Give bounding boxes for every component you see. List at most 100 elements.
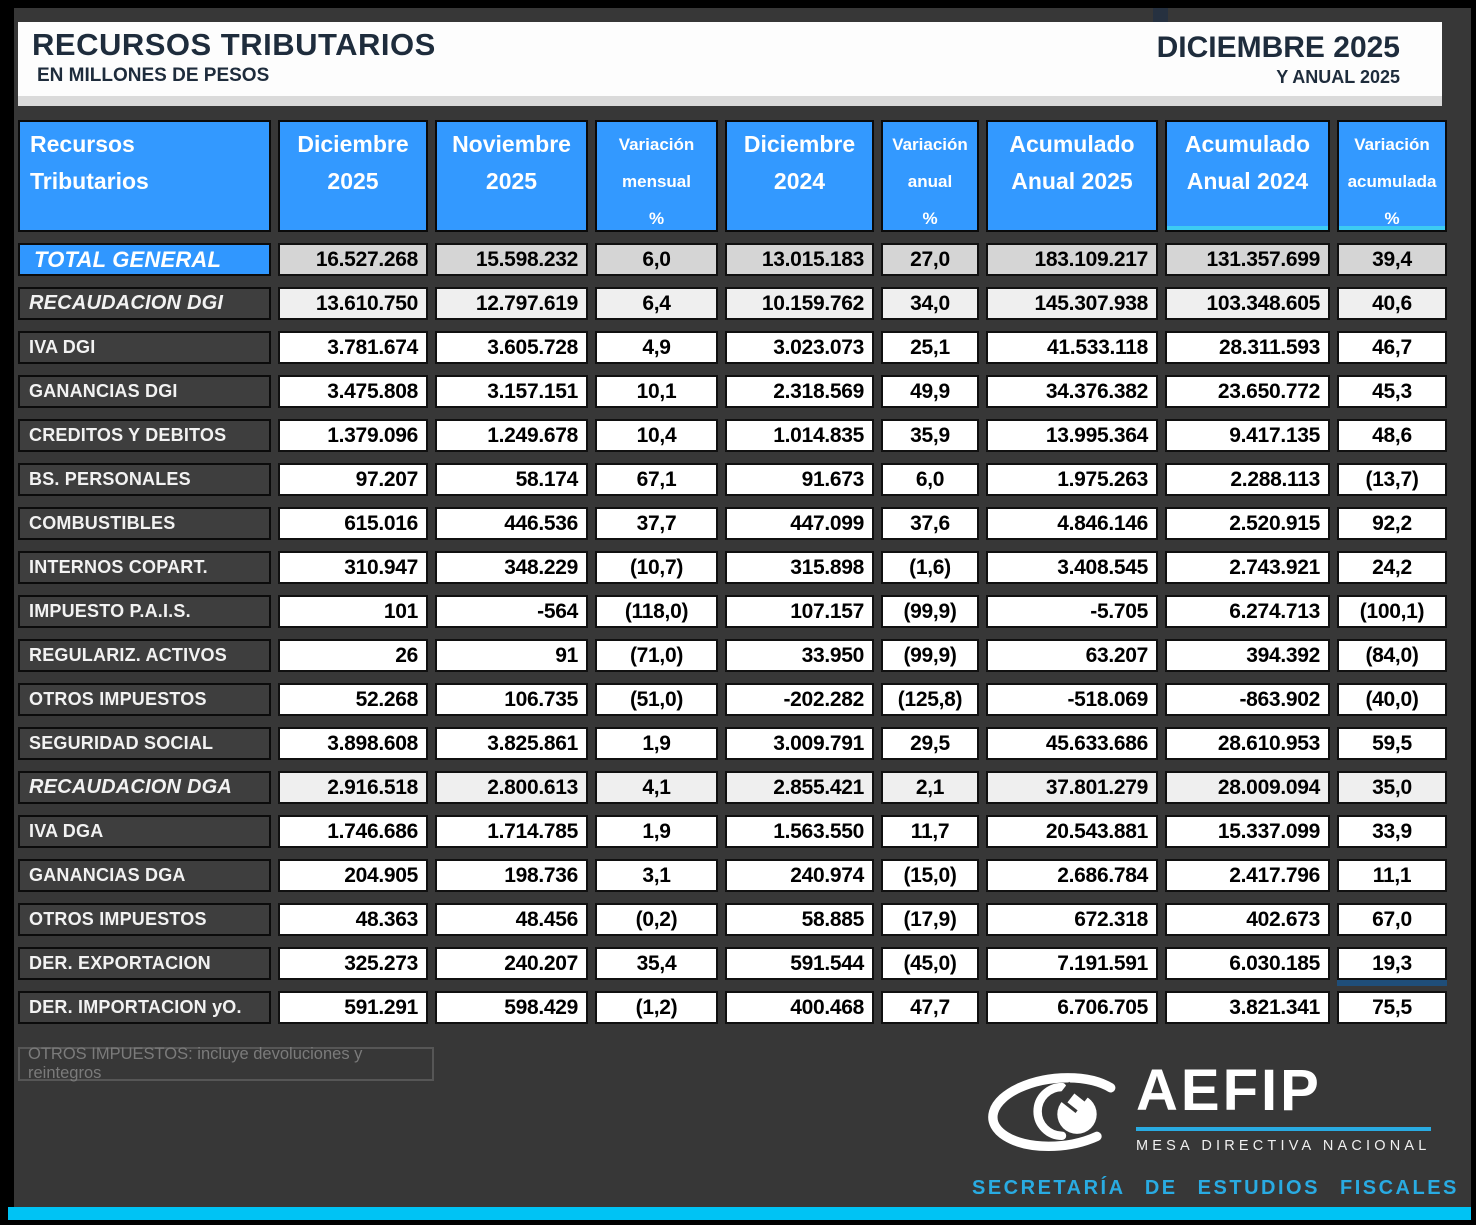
percent-cell: 67,0 — [1337, 903, 1447, 936]
percent-cell: 92,2 — [1337, 507, 1447, 540]
value-cell: 672.318 — [986, 903, 1158, 936]
value-cell: 63.207 — [986, 639, 1158, 672]
row-label: DER. EXPORTACION — [18, 947, 271, 980]
percent-cell: 37,7 — [595, 507, 718, 540]
value-cell: 3.023.073 — [725, 331, 874, 364]
title-right: DICIEMBRE 2025 Y ANUAL 2025 — [1157, 22, 1442, 96]
value-cell: 107.157 — [725, 595, 874, 628]
percent-cell: (17,9) — [881, 903, 979, 936]
value-cell: 15.337.099 — [1165, 815, 1330, 848]
value-cell: 400.468 — [725, 991, 874, 1024]
row-label: DER. IMPORTACION yO. — [18, 991, 271, 1024]
value-cell: 310.947 — [278, 551, 428, 584]
percent-cell: 46,7 — [1337, 331, 1447, 364]
column-header: Recursos Tributarios — [18, 120, 271, 232]
value-cell: 315.898 — [725, 551, 874, 584]
value-cell: 198.736 — [435, 859, 588, 892]
percent-cell: (15,0) — [881, 859, 979, 892]
percent-cell: 35,9 — [881, 419, 979, 452]
value-cell: 447.099 — [725, 507, 874, 540]
percent-cell: 6,0 — [595, 243, 718, 276]
value-cell: 240.207 — [435, 947, 588, 980]
bottom-cyan-bar — [8, 1207, 1471, 1220]
value-cell: 145.307.938 — [986, 287, 1158, 320]
value-cell: 1.014.835 — [725, 419, 874, 452]
percent-cell: 1,9 — [595, 727, 718, 760]
value-cell: 9.417.135 — [1165, 419, 1330, 452]
eye-icon — [972, 1060, 1122, 1165]
value-cell: 33.950 — [725, 639, 874, 672]
percent-cell: (84,0) — [1337, 639, 1447, 672]
percent-cell: 25,1 — [881, 331, 979, 364]
period-subtitle: Y ANUAL 2025 — [1276, 67, 1400, 87]
value-cell: 6.706.705 — [986, 991, 1158, 1024]
logo-text: AEFIP MESA DIRECTIVA NACIONAL — [1136, 1060, 1431, 1154]
percent-cell: 37,6 — [881, 507, 979, 540]
percent-cell: 34,0 — [881, 287, 979, 320]
percent-cell: (71,0) — [595, 639, 718, 672]
value-cell: 101 — [278, 595, 428, 628]
logo-name: AEFIP — [1136, 1058, 1322, 1123]
value-cell: 13.995.364 — [986, 419, 1158, 452]
value-cell: 16.527.268 — [278, 243, 428, 276]
row-label: IVA DGA — [18, 815, 271, 848]
value-cell: 3.781.674 — [278, 331, 428, 364]
value-cell: 325.273 — [278, 947, 428, 980]
column-header: Variación anual % — [881, 120, 979, 232]
row-label: BS. PERSONALES — [18, 463, 271, 496]
value-cell: 10.159.762 — [725, 287, 874, 320]
percent-cell: 33,9 — [1337, 815, 1447, 848]
value-cell: 106.735 — [435, 683, 588, 716]
value-cell: -202.282 — [725, 683, 874, 716]
logo-line1: MESA DIRECTIVA NACIONAL — [1136, 1138, 1431, 1154]
row-label: TOTAL GENERAL — [18, 243, 271, 276]
value-cell: 41.533.118 — [986, 331, 1158, 364]
period-title: DICIEMBRE 2025 — [1156, 31, 1400, 64]
value-cell: 3.898.608 — [278, 727, 428, 760]
value-cell: 183.109.217 — [986, 243, 1158, 276]
percent-cell: (51,0) — [595, 683, 718, 716]
row-label: GANANCIAS DGA — [18, 859, 271, 892]
title-left: RECURSOS TRIBUTARIOS EN MILLONES DE PESO… — [18, 22, 436, 96]
percent-cell: 1,9 — [595, 815, 718, 848]
logo-line2: SECRETARÍA DE ESTUDIOS FISCALES — [972, 1177, 1459, 1199]
column-header: Variación mensual % — [595, 120, 718, 232]
value-cell: 45.633.686 — [986, 727, 1158, 760]
value-cell: 2.855.421 — [725, 771, 874, 804]
column-header: Diciembre 2024 — [725, 120, 874, 232]
value-cell: 91.673 — [725, 463, 874, 496]
value-cell: 34.376.382 — [986, 375, 1158, 408]
logo-rule — [1136, 1127, 1431, 1131]
value-cell: 3.605.728 — [435, 331, 588, 364]
percent-cell: (99,9) — [881, 595, 979, 628]
value-cell: 3.475.808 — [278, 375, 428, 408]
value-cell: 58.174 — [435, 463, 588, 496]
row-label: IMPUESTO P.A.I.S. — [18, 595, 271, 628]
value-cell: 48.363 — [278, 903, 428, 936]
percent-cell: 6,0 — [881, 463, 979, 496]
value-cell: 3.009.791 — [725, 727, 874, 760]
row-label: REGULARIZ. ACTIVOS — [18, 639, 271, 672]
value-cell: 2.417.796 — [1165, 859, 1330, 892]
percent-cell: 27,0 — [881, 243, 979, 276]
column-header: Diciembre 2025 — [278, 120, 428, 232]
page-subtitle: EN MILLONES DE PESOS — [37, 65, 270, 86]
value-cell: 598.429 — [435, 991, 588, 1024]
value-cell: 1.379.096 — [278, 419, 428, 452]
row-label: COMBUSTIBLES — [18, 507, 271, 540]
percent-cell: (99,9) — [881, 639, 979, 672]
percent-cell: 35,0 — [1337, 771, 1447, 804]
percent-cell: 39,4 — [1337, 243, 1447, 276]
title-bar: RECURSOS TRIBUTARIOS EN MILLONES DE PESO… — [18, 22, 1442, 96]
aefip-logo: AEFIP MESA DIRECTIVA NACIONAL SECRETARÍA… — [972, 1060, 1459, 1200]
value-cell: 91 — [435, 639, 588, 672]
percent-cell: 6,4 — [595, 287, 718, 320]
value-cell: 13.015.183 — [725, 243, 874, 276]
value-cell: 12.797.619 — [435, 287, 588, 320]
value-cell: 2.916.518 — [278, 771, 428, 804]
value-cell: -518.069 — [986, 683, 1158, 716]
percent-cell: (13,7) — [1337, 463, 1447, 496]
tax-table: Recursos Tributarios Diciembre 2025 Noviem… — [18, 120, 1447, 1024]
value-cell: 48.456 — [435, 903, 588, 936]
